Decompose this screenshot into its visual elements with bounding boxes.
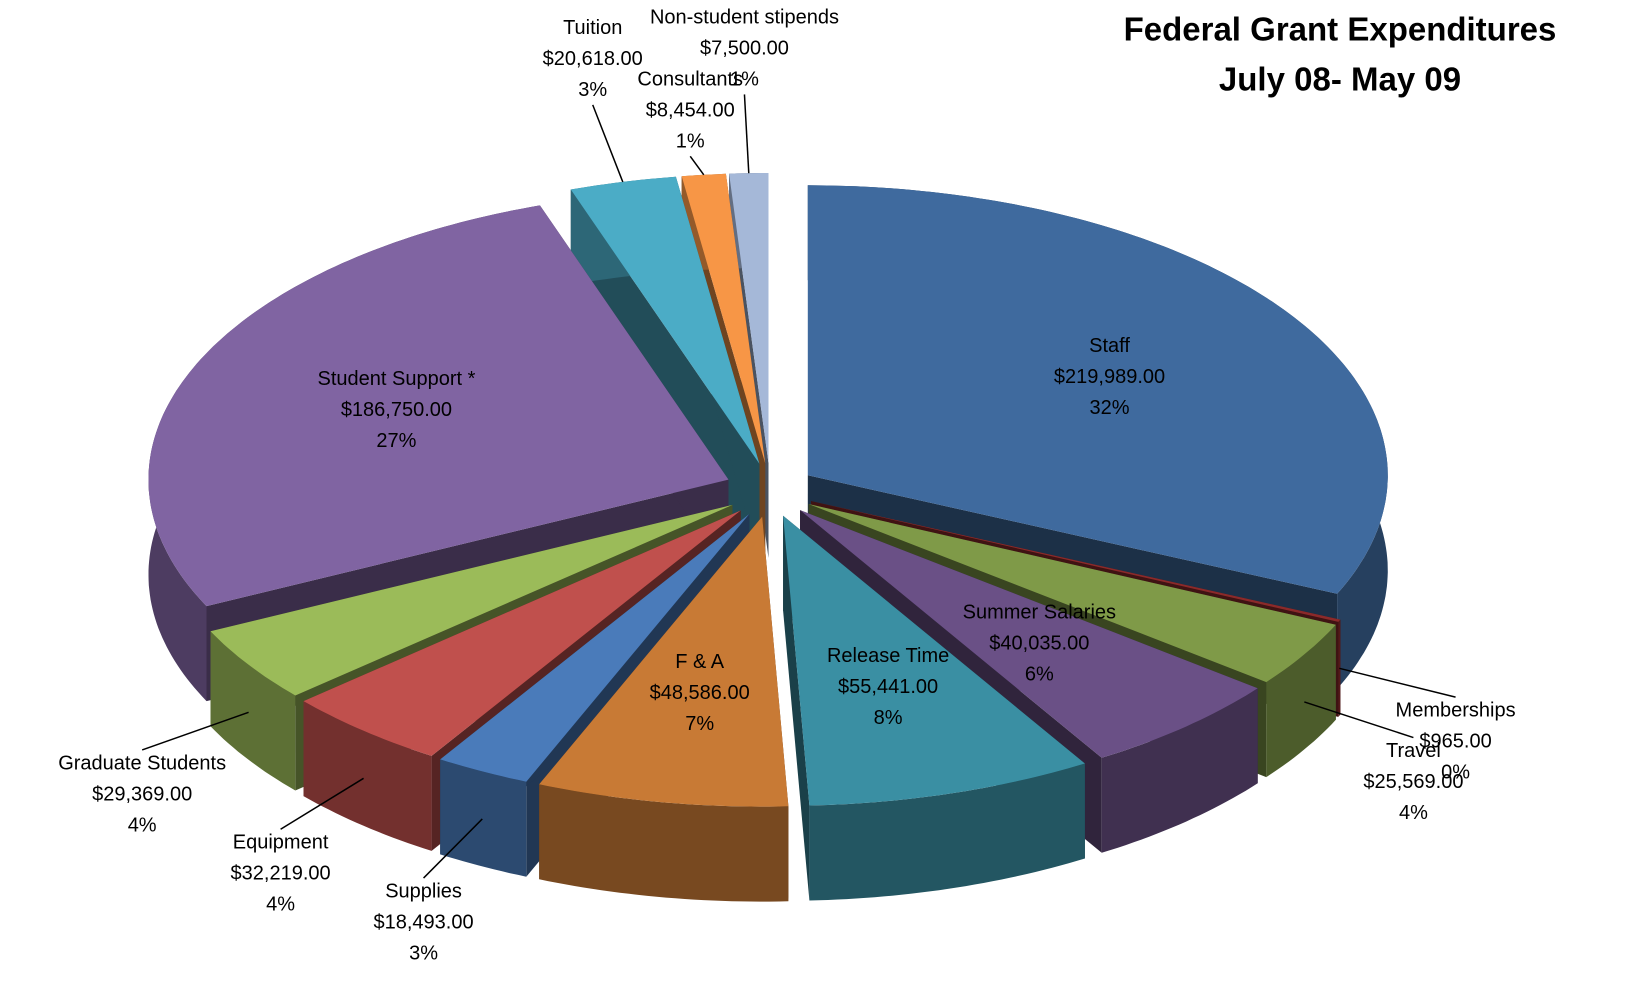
- leader-line: [1339, 667, 1456, 698]
- data-label: 3%: [578, 79, 607, 101]
- data-label: $25,569.00: [1363, 771, 1463, 793]
- slice-side: [1101, 688, 1258, 853]
- slice-top: [783, 515, 1085, 806]
- slice: [783, 515, 1085, 901]
- slice-top: [539, 516, 789, 807]
- data-label: 1%: [730, 69, 759, 91]
- leader-line: [743, 94, 750, 174]
- slice-side: [303, 701, 432, 851]
- data-label: $29,369.00: [92, 783, 192, 805]
- leader-line: [423, 818, 483, 879]
- slice-side: [1266, 624, 1336, 778]
- data-label: Memberships: [1396, 699, 1516, 721]
- slice-top: [148, 205, 729, 607]
- data-label: F & A: [675, 651, 725, 673]
- data-label: $40,035.00: [989, 633, 1089, 655]
- slice-top: [303, 510, 741, 756]
- data-label: Summer Salaries: [963, 602, 1116, 624]
- data-label: $18,493.00: [373, 911, 473, 933]
- slice-edge: [783, 515, 810, 901]
- chart-title: Federal Grant Expenditures: [1124, 11, 1557, 48]
- data-label: 1%: [676, 131, 705, 153]
- slice-side: [539, 784, 789, 902]
- leader-line: [141, 711, 249, 751]
- data-label: Graduate Students: [58, 752, 226, 774]
- data-label: Tuition: [563, 17, 622, 39]
- data-label: Consultants: [637, 69, 743, 91]
- data-label: 4%: [266, 894, 295, 916]
- slice-top: [210, 504, 733, 696]
- data-label: $219,989.00: [1054, 366, 1165, 388]
- chart-subtitle: July 08- May 09: [1219, 61, 1461, 98]
- slice-top: [800, 510, 1258, 758]
- slice-top: [729, 173, 769, 463]
- data-label: $7,500.00: [700, 38, 789, 60]
- leader-line: [592, 104, 624, 183]
- slice-side: [809, 763, 1085, 901]
- slice-top: [570, 176, 760, 464]
- data-label: Travel: [1386, 740, 1441, 762]
- data-label: 7%: [685, 713, 714, 735]
- slice-top: [808, 504, 1336, 683]
- slice: [539, 516, 789, 902]
- data-label: 32%: [1090, 397, 1130, 419]
- leader-line: [280, 777, 364, 830]
- slice-top: [440, 514, 750, 782]
- slice-top: [807, 185, 1388, 594]
- leader-line: [689, 155, 705, 176]
- data-label: Student Support *: [317, 368, 475, 390]
- data-label: $8,454.00: [646, 100, 735, 122]
- data-label: 0%: [1441, 761, 1470, 783]
- data-label: $965.00: [1419, 730, 1491, 752]
- slice-side: [210, 631, 296, 791]
- data-label: Equipment: [233, 832, 329, 854]
- data-label: Release Time: [827, 645, 949, 667]
- slice-top: [811, 501, 1341, 622]
- leader-line: [1304, 701, 1414, 739]
- data-label: $186,750.00: [341, 399, 452, 421]
- data-label: Supplies: [385, 880, 462, 902]
- data-label: 6%: [1025, 664, 1054, 686]
- slice-side: [440, 759, 527, 877]
- data-label: $20,618.00: [543, 48, 643, 70]
- data-label: 3%: [409, 942, 438, 964]
- slice-top: [681, 173, 766, 464]
- data-label: $55,441.00: [838, 676, 938, 698]
- data-label: $32,219.00: [231, 863, 331, 885]
- data-label: Non-student stipends: [650, 7, 839, 29]
- data-label: 27%: [376, 430, 416, 452]
- data-label: 4%: [1399, 802, 1428, 824]
- data-label: Staff: [1089, 335, 1130, 357]
- data-label: 8%: [874, 707, 903, 729]
- data-label: 4%: [128, 814, 157, 836]
- data-label: $48,586.00: [650, 682, 750, 704]
